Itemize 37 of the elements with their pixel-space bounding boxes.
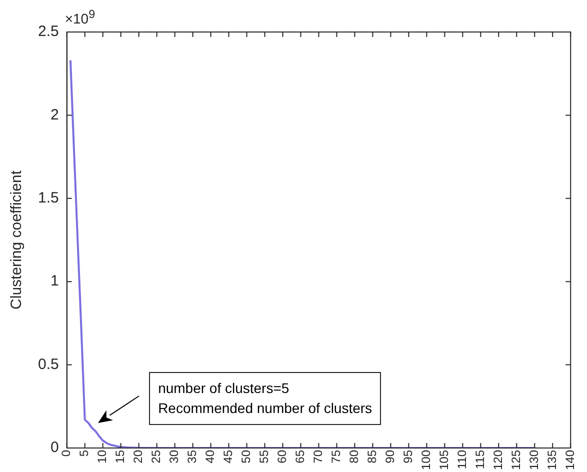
x-tick-label: 50: [239, 450, 254, 464]
y-tick-label: 2: [50, 106, 59, 124]
x-tick-label: 130: [526, 450, 541, 470]
x-tick-label: 125: [508, 450, 523, 470]
x-tick-label: 45: [221, 450, 236, 464]
x-tick-label: 120: [490, 450, 505, 470]
x-tick-label: 75: [329, 450, 344, 464]
y-tick-label: 2.5: [38, 23, 59, 40]
x-tick-label: 115: [472, 450, 487, 470]
x-tick-label: 100: [418, 450, 433, 470]
x-tick-label: 85: [365, 450, 380, 464]
x-tick-label: 80: [347, 450, 362, 464]
x-tick-label: 35: [185, 450, 200, 464]
x-tick-label: 15: [113, 450, 128, 464]
x-tick-label: 20: [131, 450, 146, 464]
x-tick-label: 105: [436, 450, 451, 470]
x-tick-label: 60: [275, 450, 290, 464]
x-tick-label: 40: [203, 450, 218, 464]
annotation: number of clusters=5 Recommended number of clusters: [158, 378, 372, 418]
x-tick-label: 140: [562, 450, 577, 470]
x-tick-label: 95: [400, 450, 415, 464]
x-tick-label: 30: [167, 450, 182, 464]
x-tick-label: 0: [59, 450, 74, 457]
x-tick-label: 10: [95, 450, 110, 464]
x-tick-label: 55: [257, 450, 272, 464]
x-tick-label: 5: [77, 450, 92, 457]
text: ×10$^{9}$: [64, 8, 96, 27]
x-tick-label: 135: [544, 450, 559, 470]
x-tick-label: 25: [149, 450, 164, 464]
x-tick-label: 110: [454, 450, 469, 470]
x-tick-label: 90: [383, 450, 398, 464]
y-tick-label: 0.5: [38, 356, 59, 373]
y-tick-label: 1.5: [38, 190, 59, 207]
y-axis-title: Clustering coefficient: [8, 170, 26, 310]
y-tick-label: 1: [50, 272, 59, 290]
x-tick-label: 70: [311, 450, 326, 464]
x-tick-label: 65: [293, 450, 308, 464]
